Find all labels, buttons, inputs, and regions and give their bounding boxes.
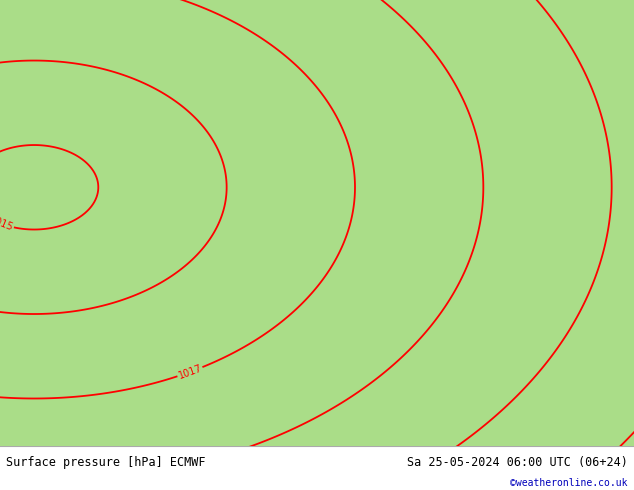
Text: 1017: 1017	[177, 363, 204, 381]
Text: Sa 25-05-2024 06:00 UTC (06+24): Sa 25-05-2024 06:00 UTC (06+24)	[407, 456, 628, 469]
Text: Surface pressure [hPa] ECMWF: Surface pressure [hPa] ECMWF	[6, 456, 206, 469]
Text: ©weatheronline.co.uk: ©weatheronline.co.uk	[510, 478, 628, 489]
Text: 1015: 1015	[0, 214, 15, 233]
